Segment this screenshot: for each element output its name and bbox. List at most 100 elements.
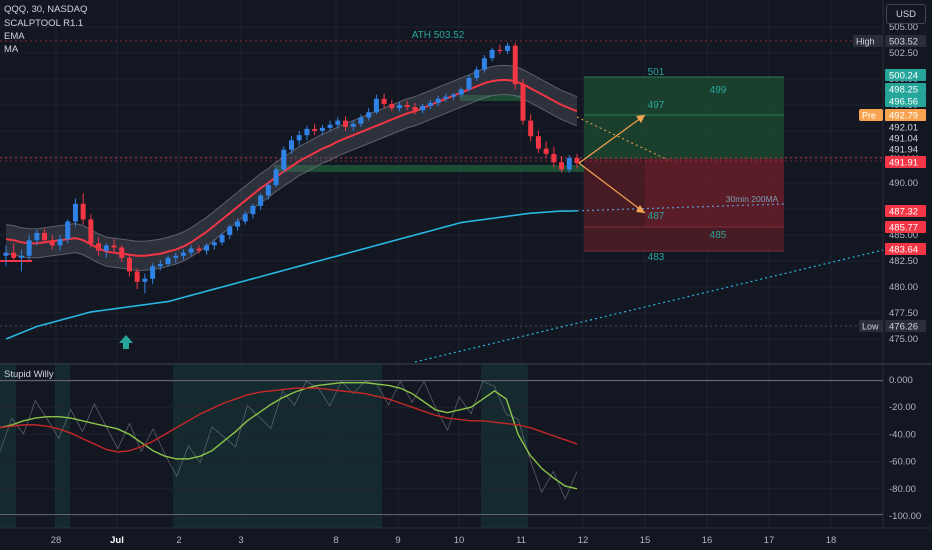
time-tick: 17 (764, 535, 775, 546)
candle (88, 219, 94, 244)
candle (443, 96, 449, 99)
candle (57, 239, 63, 246)
candle (65, 221, 71, 240)
candle (242, 214, 248, 222)
candle (72, 203, 78, 222)
indicator-ma-label[interactable]: MA (4, 44, 19, 55)
target-arrow-down (578, 162, 646, 214)
candle (211, 242, 217, 246)
price-badge: 483.64 (889, 245, 918, 256)
target-arrow-up (578, 114, 646, 164)
candle (42, 232, 48, 241)
price-badge-bg (885, 132, 926, 144)
candle (296, 135, 302, 141)
time-tick: 15 (640, 535, 651, 546)
candle (466, 77, 472, 90)
candle (481, 58, 487, 70)
ema-band-edge (5, 94, 578, 271)
price-tick: 490.00 (889, 178, 918, 189)
price-tick: 505.00 (889, 22, 918, 33)
target-497: 497 (648, 100, 665, 111)
candle (258, 195, 264, 206)
target-501: 501 (648, 67, 665, 78)
candle (505, 45, 511, 51)
candle (381, 98, 387, 104)
candle (234, 221, 240, 227)
price-badge-bg (885, 243, 926, 255)
price-badge: 491.94 (889, 145, 918, 156)
time-tick: 11 (516, 535, 526, 546)
price-badge: 487.32 (889, 207, 918, 218)
arrow-head (636, 115, 645, 123)
candle (358, 117, 364, 124)
price-badge-bg (885, 109, 926, 121)
candle (134, 271, 140, 282)
price-badge-bg (885, 121, 926, 133)
time-tick: Jul (110, 535, 124, 546)
badge-label-bg (859, 109, 883, 121)
candle (3, 252, 9, 256)
candle (80, 203, 86, 220)
candle (96, 243, 102, 251)
oscillator-zone (173, 364, 382, 528)
candle (250, 205, 256, 215)
candle (435, 98, 441, 103)
candle (312, 128, 318, 131)
candle (119, 247, 125, 258)
buy-signal-icon (119, 335, 133, 349)
osc-tick: 0.000 (889, 375, 913, 386)
price-badge-bg (885, 83, 926, 95)
time-tick: 28 (51, 535, 62, 546)
price-badge-bg (885, 69, 926, 81)
candle (227, 226, 233, 235)
price-tick: 477.50 (889, 308, 918, 319)
candle (188, 248, 194, 253)
candle (543, 148, 549, 154)
ma-line (5, 210, 578, 340)
price-tick: 480.00 (889, 282, 918, 293)
candle (289, 140, 294, 150)
candle (343, 120, 349, 127)
candle (350, 123, 356, 127)
oscillator-title[interactable]: Stupid Willy (4, 369, 54, 380)
loss-zone-inner (645, 159, 784, 227)
price-badge: 492.79 (889, 111, 918, 122)
ma-annotation: 30min 200MA (726, 194, 779, 204)
candle (273, 169, 279, 186)
time-tick: 10 (454, 535, 465, 546)
badge-label-bg (853, 35, 883, 47)
osc-tick: -100.00 (889, 511, 921, 522)
ema-band (6, 65, 577, 271)
candle (319, 127, 325, 131)
time-tick: 9 (395, 535, 400, 546)
time-tick: 16 (702, 535, 713, 546)
price-badge-bg (885, 143, 926, 155)
candle (520, 84, 526, 121)
candle (420, 106, 426, 111)
candle (26, 240, 32, 256)
candle (373, 98, 379, 113)
time-tick: 3 (238, 535, 243, 546)
oscillator-zone (55, 364, 70, 528)
ema-line (5, 79, 578, 257)
profit-zone (584, 77, 784, 159)
candle (458, 89, 464, 95)
price-badge: 496.56 (889, 97, 918, 108)
currency-button[interactable]: USD (886, 4, 926, 24)
indicator-scalptool-label[interactable]: SCALPTOOL R1.1 (4, 18, 84, 29)
candle (150, 266, 156, 279)
time-tick: 8 (333, 535, 338, 546)
target-499: 499 (710, 85, 727, 96)
candle (11, 252, 17, 258)
ath-label: ATH 503.52 (412, 30, 465, 41)
candle (18, 255, 24, 258)
price-badge-bg (885, 320, 926, 332)
candle (451, 94, 457, 97)
target-485: 485 (710, 230, 727, 241)
indicator-ema-label[interactable]: EMA (4, 31, 25, 42)
price-tick: 475.00 (889, 334, 918, 345)
time-tick: 12 (578, 535, 589, 546)
candle (397, 105, 403, 109)
candle (427, 102, 433, 107)
